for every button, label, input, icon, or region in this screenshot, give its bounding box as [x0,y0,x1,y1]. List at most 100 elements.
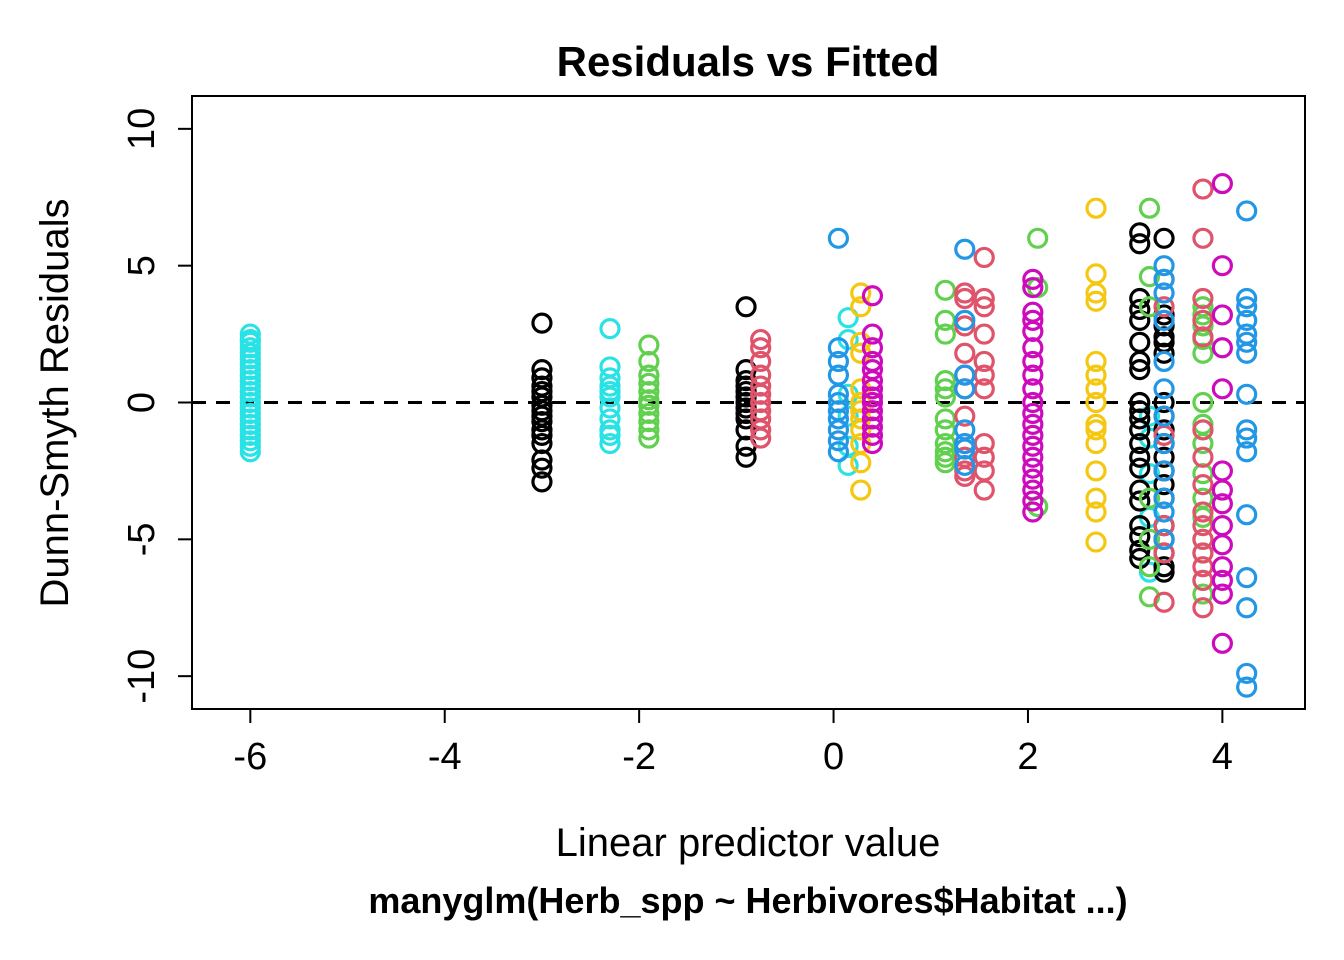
residual-point [750,419,772,441]
residual-point [1085,487,1107,509]
residual-point [750,337,772,359]
residual-point [1153,309,1175,332]
chart-title: Residuals vs Fitted [557,38,940,85]
residual-point [1236,309,1258,332]
residual-point [1085,282,1107,304]
residual-points [239,172,1258,698]
residual-point [1022,378,1044,400]
residual-point [973,296,995,318]
residual-point [827,430,850,452]
model-subtitle: manyglm(Herb_spp ~ Herbivores$Habitat ..… [368,880,1127,921]
residual-point [1153,255,1175,277]
residual-point [1236,296,1258,318]
residual-point [1022,276,1044,299]
residual-point [638,380,660,403]
residual-point [1153,473,1175,496]
residual-point [1129,309,1151,332]
residual-point [1192,432,1214,455]
y-tick-label: -10 [121,649,163,704]
residual-point [861,285,884,307]
residual-point [1138,487,1161,509]
residual-point [1129,233,1151,255]
residual-point [1138,556,1161,578]
y-tick-label: 10 [121,108,163,150]
residual-point [827,419,850,441]
residual-point [973,323,995,345]
residual-point [954,378,976,400]
residual-point [1236,504,1258,526]
y-tick-label: 0 [121,392,163,413]
residual-point [827,227,850,249]
residual-point [735,296,757,318]
residual-point [1129,298,1151,321]
residual-point [1129,408,1151,430]
residual-point [1236,567,1258,589]
residual-point [1236,200,1258,222]
residual-point [1129,457,1151,479]
residual-point [1153,501,1175,523]
residual-point [1153,487,1175,509]
residual-point [1129,419,1151,441]
residual-point [1022,364,1044,386]
residual-point [1022,501,1044,523]
x-tick-label: -2 [622,736,656,778]
residual-point [954,364,976,386]
residual-point [1236,331,1258,353]
residual-point [850,452,872,474]
residual-point [1153,460,1175,482]
residual-point [1236,662,1258,685]
residual-point [850,282,872,304]
residual-point [1153,432,1175,455]
residual-point [1085,391,1107,414]
residual-point [954,405,976,427]
x-tick-label: 4 [1212,736,1233,778]
residual-point [1192,542,1214,564]
residual-point [861,378,884,400]
residual-point [1236,427,1258,449]
residual-point [973,479,995,501]
residual-point [1153,342,1175,364]
residual-point [1022,424,1044,446]
residual-point [1027,227,1049,249]
residual-point [1129,331,1151,353]
residual-point [1022,479,1044,501]
residual-point [850,296,872,318]
residual-point [750,350,772,373]
residual-point [1153,446,1175,468]
residual-point [1153,350,1175,373]
residual-point [1153,378,1175,400]
residual-point [861,424,884,446]
residual-point [954,238,976,260]
residual-point [1236,383,1258,405]
residual-point [1138,266,1161,288]
residual-point [638,350,660,373]
residual-point [1129,350,1151,373]
residual-point [1129,446,1151,468]
residual-point [1236,287,1258,310]
x-axis: -6 -4 -2 0 2 4 [233,708,1233,778]
residual-point [973,246,995,269]
residual-point [1211,515,1233,537]
residual-point [1236,676,1258,698]
residual-point [531,449,553,471]
residual-point [1138,296,1161,318]
residual-point [1211,479,1233,501]
y-tick-label: 5 [121,255,163,276]
residual-point [827,337,850,359]
residual-point [1022,468,1044,490]
residual-point [1129,432,1151,455]
residual-point [1129,525,1151,548]
residual-point [1085,501,1107,523]
residual-point [1236,597,1258,619]
residual-point [1192,528,1214,550]
residual-point [954,342,976,364]
residual-point [1153,528,1175,550]
residual-point [1153,542,1175,564]
residual-point [1153,591,1175,613]
residual-point [954,454,976,477]
residual-point [1085,378,1107,400]
residual-point [1022,446,1044,468]
residual-point [1153,515,1175,537]
residual-point [531,471,553,493]
